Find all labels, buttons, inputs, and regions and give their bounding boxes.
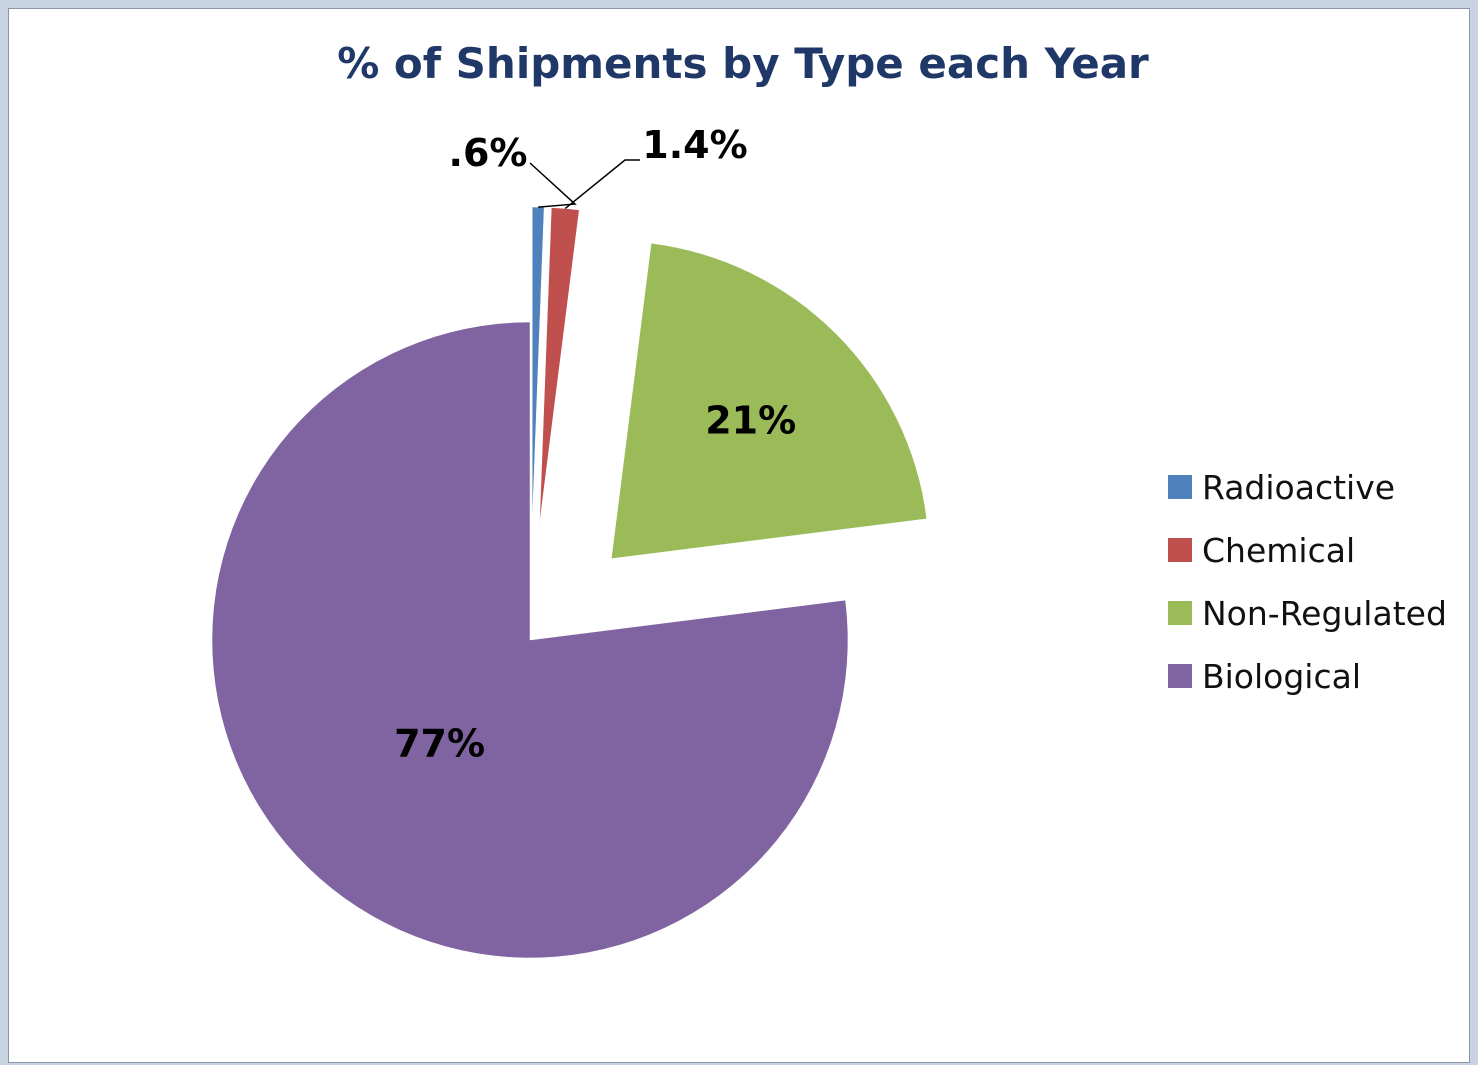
data-label-non-regulated: 21% <box>705 398 796 442</box>
slice-biological <box>211 321 849 959</box>
pie-slices <box>211 206 928 959</box>
slice-non-regulated <box>611 242 928 559</box>
legend-swatch-radioactive <box>1168 475 1192 499</box>
legend-swatch-non-regulated <box>1168 601 1192 625</box>
data-label-biological: 77% <box>394 722 485 766</box>
chart-title: % of Shipments by Type each Year <box>337 39 1149 88</box>
legend-label-non-regulated: Non-Regulated <box>1202 594 1447 633</box>
leader-line-chemical <box>564 159 640 210</box>
leader-line-radioactive <box>529 162 577 208</box>
data-labels: .6% 1.4% 21% 77% <box>394 123 796 766</box>
legend-swatch-chemical <box>1168 538 1192 562</box>
legend-label-chemical: Chemical <box>1202 531 1355 570</box>
data-label-chemical: 1.4% <box>642 123 747 167</box>
slice-chemical <box>539 207 580 526</box>
leader-lines <box>529 159 640 210</box>
legend: Radioactive Chemical Non-Regulated Biologic… <box>1168 468 1447 696</box>
legend-label-radioactive: Radioactive <box>1202 468 1395 507</box>
legend-swatch-biological <box>1168 664 1192 688</box>
legend-label-biological: Biological <box>1202 657 1361 696</box>
data-label-radioactive: .6% <box>449 131 528 175</box>
